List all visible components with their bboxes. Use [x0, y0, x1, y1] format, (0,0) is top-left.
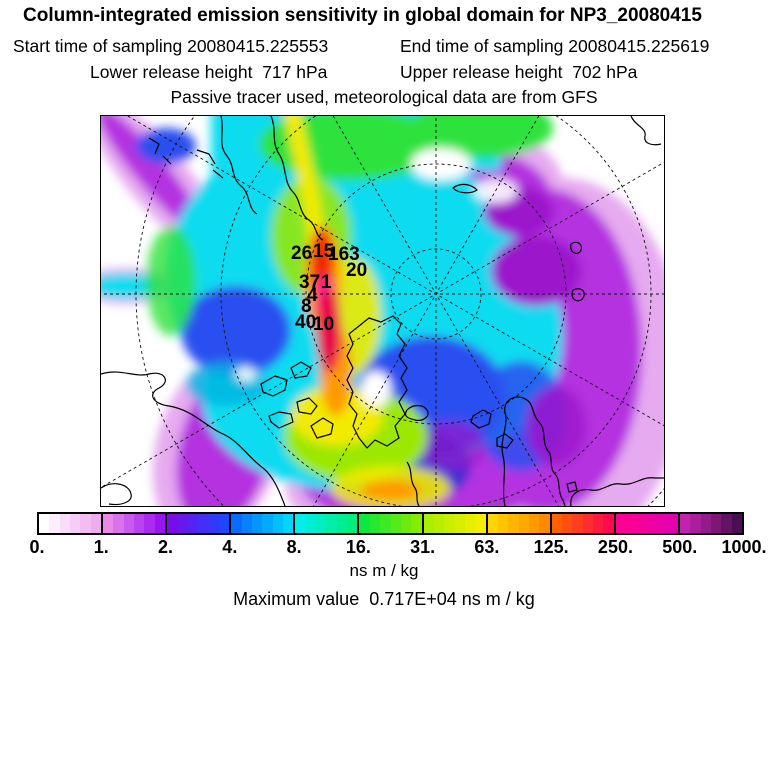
station-marker-label: 40 — [295, 312, 316, 333]
page-title: Column-integrated emission sensitivity i… — [23, 5, 702, 26]
station-marker-label: 15 — [313, 241, 335, 262]
colorbar-tick: 125. — [533, 537, 569, 557]
start-time-label: Start time of sampling 20080415.225553 — [13, 36, 329, 56]
colorbar-tick: 250. — [597, 537, 633, 557]
colorbar-segments — [39, 514, 742, 533]
station-marker-label: 163 — [328, 244, 360, 265]
colorbar-tick: 1000. — [721, 537, 767, 557]
emission-sensitivity-map: 26 15 163 20 37 1 4 8 40 10 — [100, 115, 665, 507]
tracer-info-label: Passive tracer used, meteorological data… — [170, 87, 598, 107]
station-marker-label: 10 — [313, 314, 334, 335]
station-marker-label: 8 — [301, 296, 312, 317]
colorbar-unit-label: ns m / kg — [349, 561, 419, 580]
coastlines — [101, 116, 664, 506]
colorbar-tick: 500. — [662, 537, 698, 557]
station-marker-label: 4 — [307, 285, 318, 306]
colorbar-tick: 1. — [93, 537, 109, 557]
colorbar-tick: 16. — [345, 537, 371, 557]
station-marker-label: 26 — [291, 243, 312, 264]
colorbar-tick: 4. — [222, 537, 238, 557]
station-marker-label: 1 — [321, 272, 332, 293]
colorbar-tick: 2. — [158, 537, 174, 557]
max-value-label: Maximum value 0.717E+04 ns m / kg — [233, 589, 535, 609]
colorbar-ticks: 0. 1. 2. 4. 8. 16. 31. 63. 125. 250. 500. 1000. — [29, 537, 766, 557]
station-marker-label: 37 — [299, 272, 320, 293]
end-time-label: End time of sampling 20080415.225619 — [400, 36, 710, 56]
colorbar-tick: 63. — [474, 537, 500, 557]
station-marker-label: 20 — [346, 260, 367, 281]
upper-release-label: Upper release height 702 hPa — [400, 62, 638, 82]
colorbar-tick: 8. — [286, 537, 302, 557]
graticule — [101, 116, 664, 506]
colorbar-tick: 0. — [29, 537, 45, 557]
lower-release-label: Lower release height 717 hPa — [90, 62, 328, 82]
sensitivity-field — [101, 116, 664, 506]
colorbar — [37, 512, 744, 535]
colorbar-tick: 31. — [410, 537, 436, 557]
